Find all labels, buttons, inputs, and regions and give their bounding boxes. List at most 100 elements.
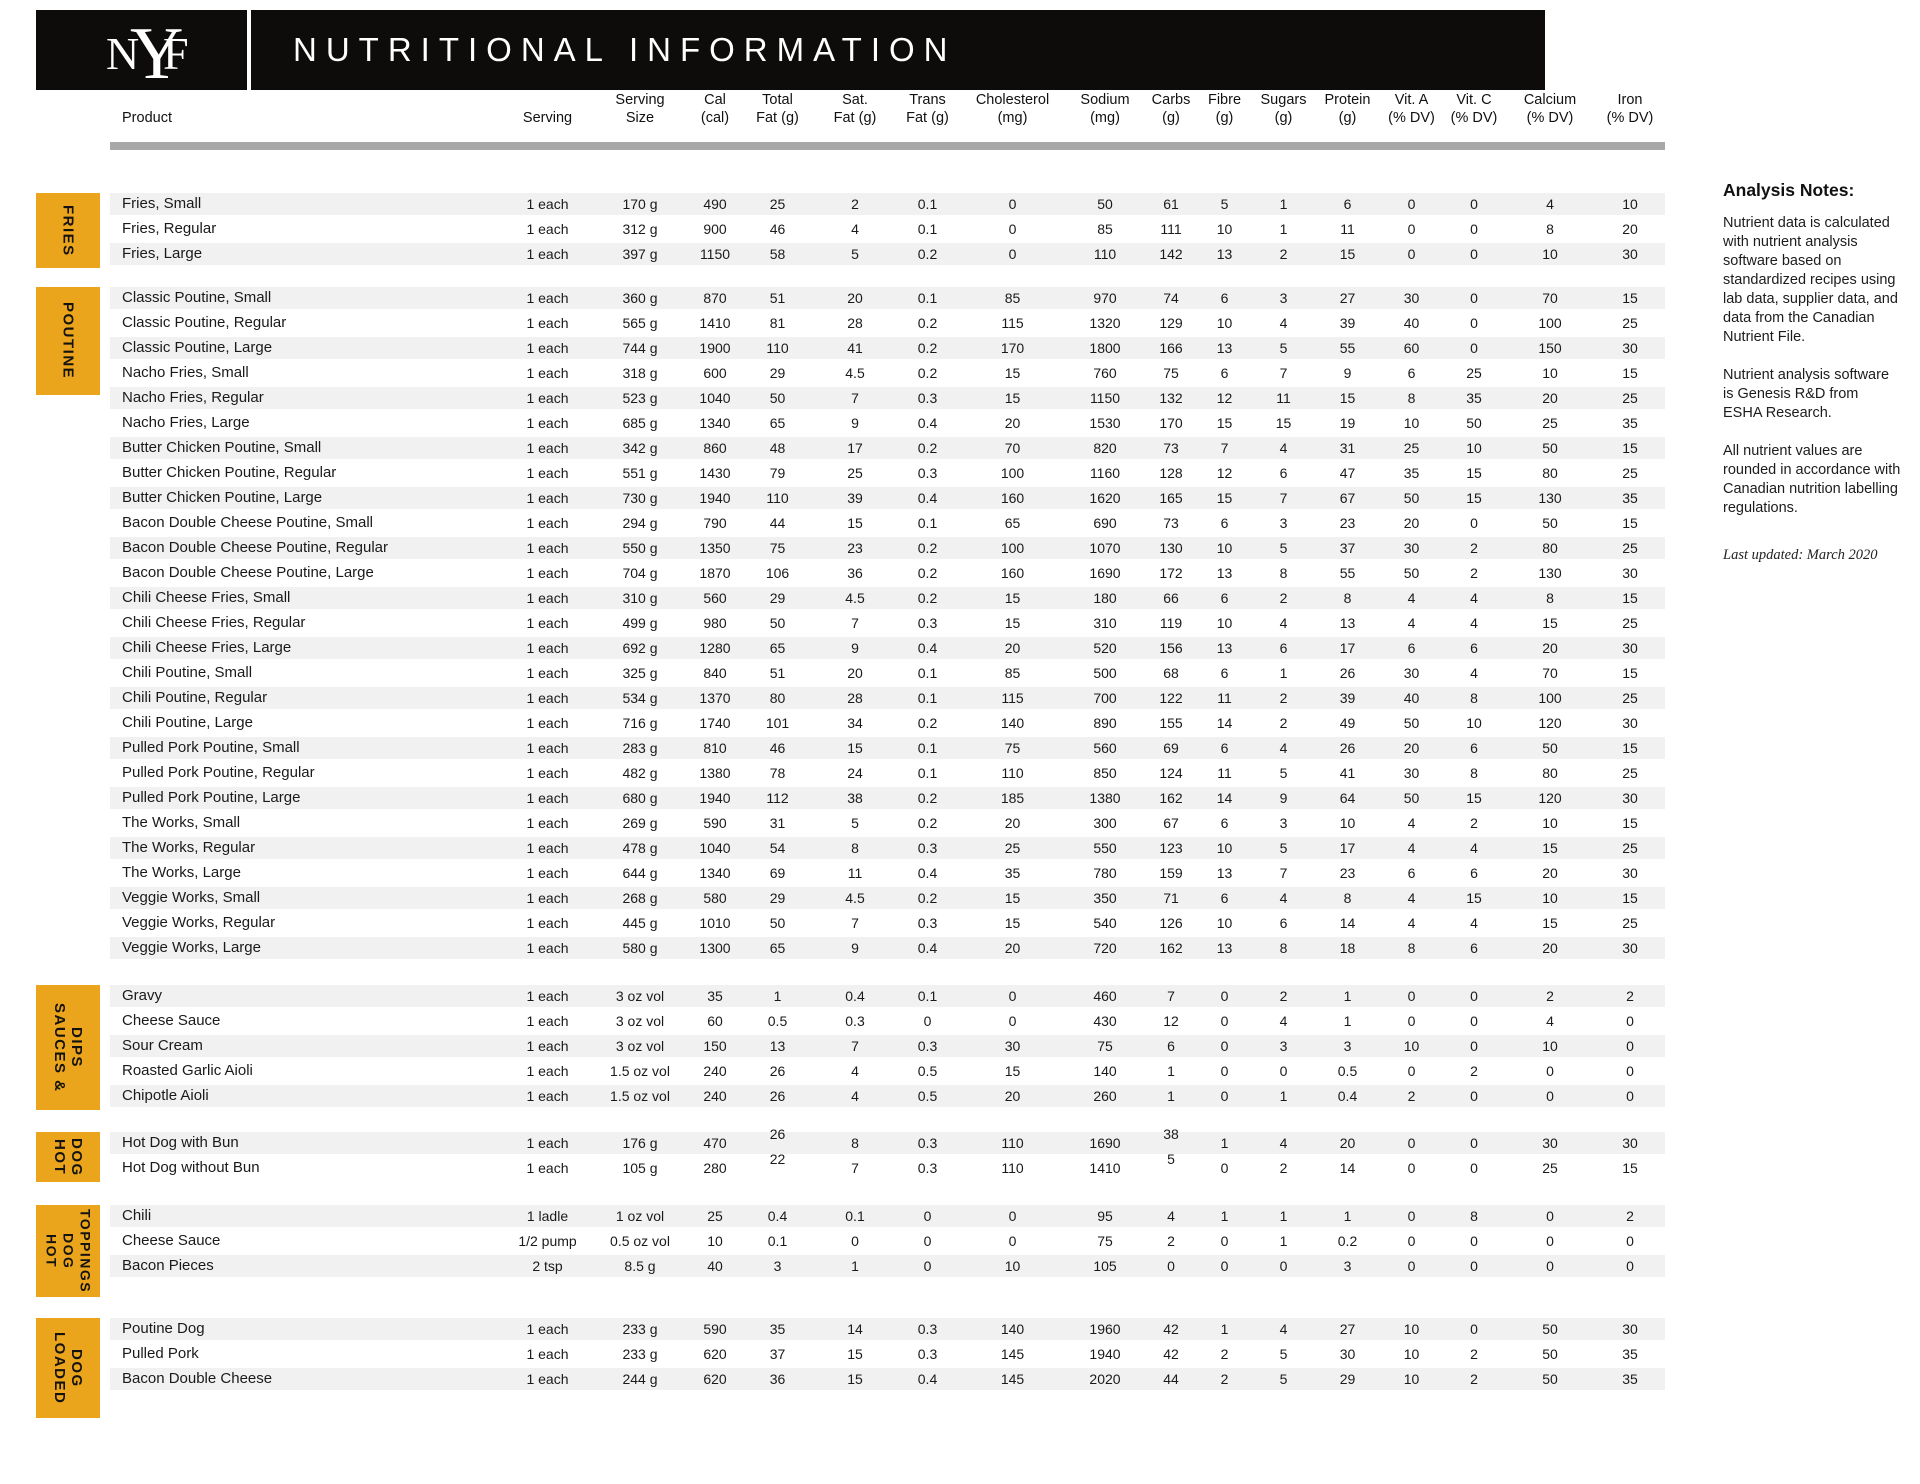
cell-value: 10 [1542,365,1558,381]
cell-value: 0.5 [917,1088,938,1104]
header-divider [247,10,251,90]
cell-value: 25 [1542,1160,1558,1176]
cell-value: 14 [1216,790,1233,806]
cell-value: 4 [1470,665,1478,681]
cell-value: 1 each [526,665,569,681]
cell-value: 23 [847,540,863,556]
cell-value: 7 [1279,865,1288,881]
cell-value: 17 [847,440,863,456]
cell-value: 25 [769,196,786,212]
cell-value: 1900 [699,340,731,356]
cell-value: 49 [1339,715,1356,731]
cell-value: 1 [1343,988,1352,1004]
cell-value: 36 [769,1371,786,1387]
cell-value: 6 [1220,515,1229,531]
cell-value: 3 [1279,1038,1288,1054]
table-row: Classic Poutine, Large 1 each 744 g 1900 110… [110,337,1665,362]
cell-value: 1 each [526,640,569,656]
cell-value: 165 [1159,490,1183,506]
cell-value: 25 [1542,415,1558,431]
cell-value: 3 [773,1258,782,1274]
cell-value: 50 [1097,196,1113,212]
cell-value: 4.5 [845,365,865,381]
cell-value: 0.4 [917,415,938,431]
cell-value: 1 each [526,815,569,831]
column-header: Product [122,109,172,126]
section-rows: Chili 1 ladle 1 oz vol 25 0.4 0.1 0 0 95 4 1 1 1 0 8 0 2… [110,1205,1665,1280]
cell-value: 680 g [622,790,658,806]
cell-product: Pulled Pork Poutine, Small [122,739,300,756]
cell-value: 0 [1470,1013,1478,1029]
cell-value: 0.5 oz vol [610,1233,670,1249]
cell-value: 560 [703,590,727,606]
cell-value: 80 [769,690,786,706]
cell-value: 170 [1000,340,1025,356]
cell-value: 4 [1407,615,1416,631]
cell-value: 700 [1093,690,1117,706]
cell-value: 6 [1279,915,1288,931]
cell-value: 20 [1542,940,1558,956]
analysis-notes-title: Analysis Notes: [1723,180,1855,200]
cell-value: 1 each [526,390,569,406]
cell-value: 0.1 [917,290,938,306]
cell-value: 551 g [622,465,658,481]
table-row: Chili Poutine, Small 1 each 325 g 840 51 20 0.… [110,662,1665,687]
cell-value: 39 [847,490,863,506]
cell-value: 4 [1279,440,1288,456]
cell-value: 10 [1403,1371,1420,1387]
cell-value: 23 [1339,515,1356,531]
cell-value: 1 [1167,1063,1175,1079]
cell-value: 180 [1093,590,1117,606]
cell-value: 1 each [526,565,569,581]
cell-value: 110 [1093,246,1117,262]
cell-value: 11 [1217,690,1232,706]
cell-value: 15 [1004,365,1021,381]
cell-value: 1 [1279,1233,1288,1249]
cell-value: 6 [1470,940,1478,956]
table-row: Hot Dog without Bun 1 each 105 g 280 22 7 0.3 1… [110,1151,1665,1182]
cell-value: 15 [1216,490,1233,506]
cell-value: 6 [1407,640,1416,656]
cell-value: 1 [1167,1088,1175,1104]
cell-value: 0.4 [917,640,938,656]
cell-value: 0 [1470,340,1478,356]
cell-value: 29 [1339,1371,1356,1387]
cell-value: 7 [851,915,859,931]
cell-value: 0 [1407,1135,1416,1151]
cell-value: 100 [1538,690,1562,706]
cell-value: 600 [703,365,727,381]
cell-product: Chili Poutine, Small [122,664,253,681]
cell-value: 2 [1167,1233,1175,1249]
cell-value: 2 [1279,690,1288,706]
cell-value: 2 [1470,1371,1478,1387]
cell-value: 35 [1622,1371,1638,1387]
cell-value: 0.4 [917,490,938,506]
cell-value: 6 [1220,890,1229,906]
cell-value: 40 [1403,690,1420,706]
cell-product: Nacho Fries, Regular [122,389,264,406]
cell-value: 2 [1470,1063,1478,1079]
cell-value: 1530 [1089,415,1121,431]
cell-value: 0.3 [917,390,938,406]
cell-value: 20 [847,665,863,681]
cell-value: 0.3 [917,1346,938,1362]
cell-value: 42 [1163,1346,1179,1362]
cell-value: 71 [1163,890,1179,906]
cell-value: 17 [1339,840,1356,856]
cell-value: 20 [1622,221,1638,237]
cell-value: 1 [1343,1013,1352,1029]
cell-value: 0 [1220,1013,1229,1029]
cell-value: 0 [1407,221,1416,237]
cell-value: 0 [1470,196,1478,212]
cell-value: 70 [1004,440,1021,456]
cell-value: 445 g [622,915,658,931]
last-updated: Last updated: March 2020 [1723,547,1878,563]
cell-value: 2 [1546,988,1554,1004]
table-row: Chili Cheese Fries, Large 1 each 692 g 1280… [110,637,1665,662]
table-row: Fries, Regular 1 each 312 g 900 46 4 0.1 0 85 111… [110,218,1665,243]
cell-value: 283 g [622,740,658,756]
section-rows: Classic Poutine, Small 1 each 360 g 870 51 20… [110,287,1665,962]
cell-value: 7 [851,1038,859,1054]
cell-value: 15 [847,1371,863,1387]
cell-value: 70 [1542,290,1558,306]
